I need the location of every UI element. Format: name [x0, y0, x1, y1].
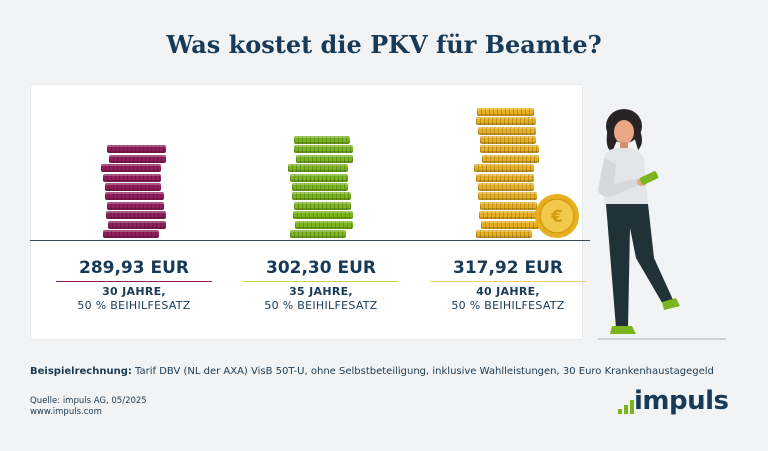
coin: [294, 136, 350, 144]
price-underline-40: [430, 281, 586, 282]
coin: [105, 183, 161, 191]
coin: [293, 201, 351, 210]
coin: [108, 220, 166, 229]
coin: [103, 230, 159, 238]
coin: [295, 154, 353, 163]
logo-bar-icon: [618, 409, 622, 414]
coin: [106, 211, 166, 220]
coin: [476, 107, 534, 116]
coin: [288, 164, 348, 173]
impuls-logo[interactable]: impuls: [618, 386, 738, 420]
coin: [293, 145, 353, 154]
coin: [479, 211, 539, 220]
price-underline-35: [243, 281, 399, 282]
coin: [478, 126, 536, 135]
coin: [476, 230, 532, 238]
logo-bar-icon: [630, 400, 634, 414]
euro-coin-icon: €: [535, 194, 579, 238]
coin: [474, 164, 534, 173]
footnote-text: Tarif DBV (NL der AXA) VisB 50T-U, ohne …: [131, 366, 714, 377]
coin: [479, 201, 537, 210]
coin: [293, 211, 353, 220]
coin: [478, 183, 534, 191]
coin: [476, 173, 534, 182]
coin: [477, 192, 537, 201]
coin: [481, 220, 539, 229]
rate-30: 50 % BEIHILFESATZ: [77, 299, 191, 312]
coin: [290, 230, 346, 238]
person-ground-shadow: [598, 338, 726, 340]
coin: [101, 164, 161, 173]
website-link[interactable]: www.impuls.com: [30, 407, 102, 417]
age-30: 30 JAHRE,: [102, 285, 166, 298]
logo-text: impuls: [634, 386, 729, 416]
price-underline-30: [56, 281, 212, 282]
rate-35: 50 % BEIHILFESATZ: [264, 299, 378, 312]
coin: [108, 154, 166, 163]
age-40: 40 JAHRE,: [476, 285, 540, 298]
price-35: 302,30 EUR: [265, 258, 377, 278]
example-calculation-note: Beispielrechnung: Tarif DBV (NL der AXA)…: [30, 366, 714, 377]
svg-text:€: €: [550, 207, 563, 227]
coin: [103, 173, 161, 182]
source-text: Quelle: impuls AG, 05/2025: [30, 396, 147, 406]
coin: [104, 192, 164, 201]
coin: [480, 136, 536, 144]
ground-line: [30, 240, 590, 241]
coin: [291, 192, 351, 201]
rate-40: 50 % BEIHILFESATZ: [451, 299, 565, 312]
coin: [292, 183, 348, 191]
coin: [106, 145, 166, 154]
coin: [479, 145, 539, 154]
footnote-label: Beispielrechnung:: [30, 366, 132, 377]
coin: [476, 117, 536, 126]
age-35: 35 JAHRE,: [289, 285, 353, 298]
page-title: Was kostet die PKV für Beamte?: [166, 30, 602, 59]
coin: [295, 220, 353, 229]
price-30: 289,93 EUR: [78, 258, 190, 278]
coin: [290, 173, 348, 182]
coin: [106, 201, 164, 210]
person-illustration-icon: [598, 109, 680, 334]
coin: [481, 154, 539, 163]
logo-bar-icon: [624, 405, 628, 414]
price-40: 317,92 EUR: [452, 258, 564, 278]
